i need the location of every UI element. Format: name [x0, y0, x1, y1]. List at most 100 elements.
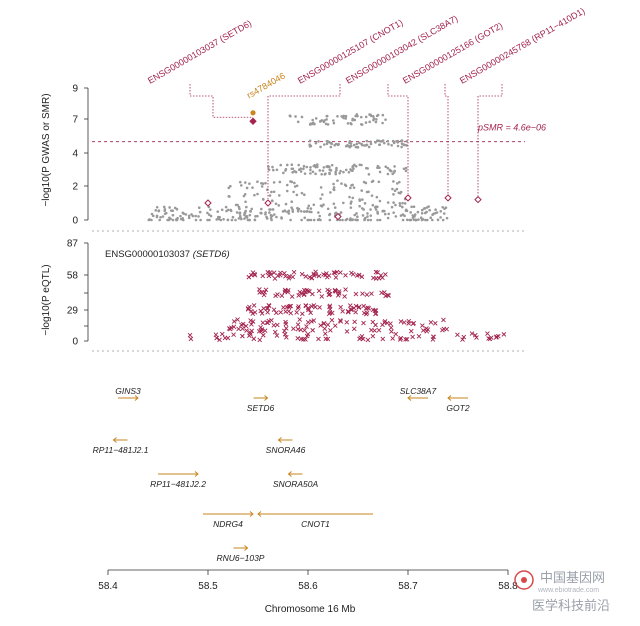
- gwas-point: [340, 115, 343, 118]
- gwas-point: [311, 170, 315, 174]
- gwas-point: [356, 114, 359, 118]
- gwas-point: [238, 180, 242, 184]
- eqtl-point: [474, 335, 479, 340]
- gwas-point: [285, 183, 289, 187]
- eqtl-point: [378, 273, 384, 278]
- gwas-point: [398, 180, 401, 184]
- gwas-point: [358, 141, 361, 145]
- gwas-point: [376, 166, 379, 169]
- gwas-point: [401, 142, 404, 146]
- gwas-point: [303, 193, 306, 197]
- gwas-y-tick-label: 7: [72, 115, 78, 126]
- eqtl-y-tick-label: 0: [72, 337, 78, 348]
- eqtl-point: [262, 328, 268, 334]
- gwas-point: [230, 218, 234, 222]
- eqtl-point: [250, 319, 256, 324]
- gwas-point: [317, 211, 320, 214]
- eqtl-point: [326, 311, 332, 317]
- gwas-point: [396, 144, 400, 148]
- eqtl-point: [370, 333, 376, 339]
- gwas-point: [325, 114, 329, 118]
- eqtl-point: [410, 334, 415, 340]
- gwas-point: [216, 210, 219, 213]
- gwas-point: [403, 202, 407, 205]
- gwas-point: [206, 218, 209, 222]
- gwas-point: [181, 211, 185, 215]
- eqtl-point: [282, 331, 288, 337]
- eqtl-point: [360, 336, 366, 342]
- gwas-point: [225, 209, 228, 213]
- gwas-point: [290, 206, 293, 209]
- gene-arrow: [257, 511, 262, 517]
- gwas-points: [147, 110, 449, 222]
- gwas-point: [347, 170, 351, 174]
- eqtl-point: [283, 273, 288, 279]
- gwas-point: [386, 216, 390, 220]
- eqtl-point: [279, 293, 285, 299]
- eqtl-point: [283, 325, 289, 331]
- gwas-point: [392, 201, 395, 204]
- eqtl-point: [321, 321, 327, 327]
- gwas-point: [260, 185, 264, 188]
- eqtl-point: [214, 335, 220, 341]
- eqtl-point: [283, 319, 288, 325]
- gwas-point: [364, 166, 368, 170]
- eqtl-point: [284, 304, 290, 310]
- probe-leader-line: [477, 84, 503, 196]
- eqtl-point: [251, 336, 257, 342]
- eqtl-point: [327, 288, 332, 294]
- gwas-point: [399, 214, 403, 217]
- gwas-point: [264, 211, 267, 214]
- eqtl-point: [252, 272, 258, 278]
- eqtl-point: [282, 328, 287, 334]
- eqtl-point: [322, 331, 328, 337]
- gwas-point: [387, 142, 390, 146]
- gwas-point: [399, 190, 403, 194]
- gwas-point: [194, 214, 197, 218]
- gwas-point: [342, 114, 346, 118]
- gwas-point: [209, 214, 213, 218]
- gwas-point: [348, 195, 351, 199]
- gwas-point: [338, 171, 341, 175]
- eqtl-point: [381, 290, 387, 295]
- gwas-point: [155, 205, 159, 209]
- gwas-point: [378, 218, 382, 222]
- eqtl-point: [408, 328, 414, 334]
- gwas-point: [268, 211, 271, 214]
- gwas-point: [284, 202, 288, 206]
- gwas-point: [441, 218, 445, 222]
- gwas-point: [260, 207, 263, 211]
- eqtl-point: [240, 321, 246, 327]
- eqtl-point: [249, 322, 254, 327]
- eqtl-point: [257, 337, 263, 343]
- eqtl-point: [260, 332, 266, 338]
- smr-probe-diamond: [444, 194, 452, 202]
- eqtl-point: [373, 322, 378, 328]
- top-snp-point: [250, 110, 256, 116]
- eqtl-point: [318, 323, 323, 328]
- gwas-point: [150, 212, 154, 216]
- gwas-point: [355, 212, 358, 215]
- gwas-point: [417, 218, 420, 221]
- gene-label: SLC38A7: [400, 386, 437, 396]
- chromosome-x-ticks: 58.4 58.5 58.6 58.7 58.8: [98, 570, 518, 592]
- gwas-point: [307, 204, 311, 208]
- eqtl-point: [240, 326, 245, 332]
- gwas-point: [352, 143, 356, 147]
- gwas-point: [409, 211, 412, 214]
- gwas-point: [410, 205, 413, 209]
- gwas-point: [285, 189, 289, 193]
- eqtl-point: [388, 325, 394, 330]
- gwas-y-tick-label: 0: [72, 216, 78, 227]
- gwas-point: [429, 216, 433, 220]
- eqtl-point: [401, 320, 407, 325]
- gwas-point: [367, 173, 371, 176]
- gwas-point: [333, 206, 337, 209]
- gwas-point: [376, 210, 379, 214]
- gwas-point: [364, 143, 368, 147]
- gwas-point: [443, 207, 446, 211]
- smr-threshold-label: pSMR = 4.6e−06: [477, 123, 546, 133]
- gwas-point: [336, 114, 339, 118]
- eqtl-point: [252, 271, 257, 277]
